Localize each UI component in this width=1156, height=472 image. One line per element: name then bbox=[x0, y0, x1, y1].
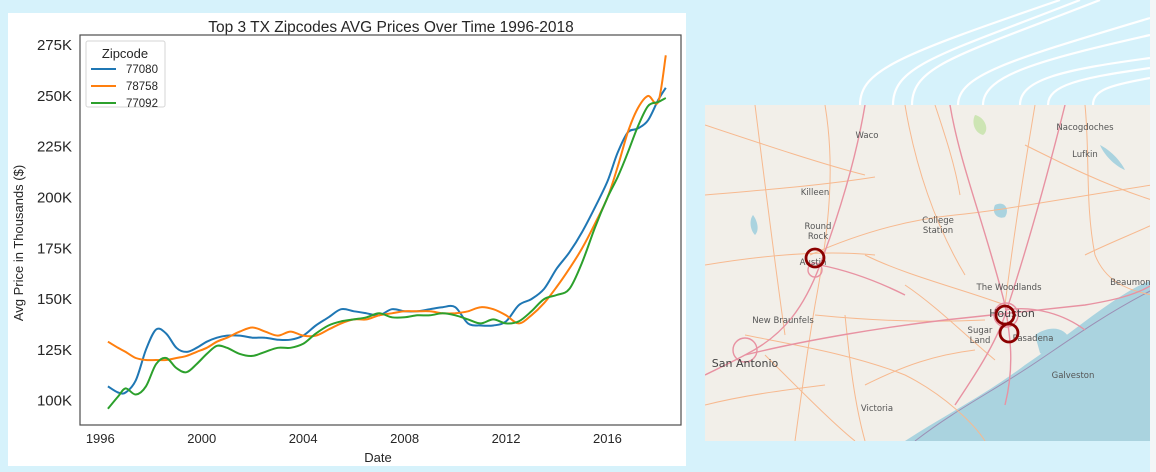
coastline-line bbox=[914, 289, 1152, 441]
map-city-label: Pasadena bbox=[1013, 334, 1054, 344]
map-city-label: Round bbox=[805, 222, 832, 232]
map-city-label: Austin bbox=[800, 258, 827, 268]
map-marker-houston-77092[interactable] bbox=[998, 322, 1020, 344]
x-tick-label: 2004 bbox=[289, 431, 318, 446]
y-tick-labels: 100K 125K 150K 175K 200K 225K 250K 275K bbox=[37, 37, 72, 409]
y-tick-label: 175K bbox=[37, 240, 72, 257]
legend-box bbox=[85, 40, 166, 108]
map-city-label: New Braunfels bbox=[752, 316, 814, 326]
legend-label-77092: 77092 bbox=[126, 98, 158, 110]
x-tick-label: 2012 bbox=[492, 431, 521, 446]
y-tick-label: 225K bbox=[37, 139, 72, 156]
legend-title: Zipcode bbox=[102, 46, 148, 61]
chart-title: Top 3 TX Zipcodes AVG Prices Over Time 1… bbox=[208, 19, 574, 36]
map-city-label: College bbox=[922, 216, 954, 226]
y-tick-label: 150K bbox=[37, 291, 72, 308]
x-axis-label: Date bbox=[364, 450, 391, 465]
map-city-label: Rock bbox=[808, 232, 828, 242]
map-city-label: Galveston bbox=[1052, 371, 1095, 381]
x-tick-label: 2016 bbox=[593, 431, 622, 446]
x-tick-label: 2008 bbox=[390, 431, 419, 446]
park bbox=[973, 115, 987, 135]
map-city-label: Beaumont bbox=[1110, 278, 1152, 288]
map-city-label: Sugar bbox=[968, 326, 993, 336]
lake bbox=[1100, 145, 1125, 170]
legend-label-78758: 78758 bbox=[126, 81, 158, 93]
legend: Zipcode 77080 78758 77092 bbox=[85, 40, 166, 110]
x-tick-labels: 1996 2000 2004 2008 2012 2016 bbox=[86, 431, 622, 446]
map-city-label: Victoria bbox=[861, 404, 893, 414]
legend-label-77080: 77080 bbox=[126, 64, 158, 76]
x-tick-label: 1996 bbox=[86, 431, 115, 446]
chart-panel: Top 3 TX Zipcodes AVG Prices Over Time 1… bbox=[8, 13, 686, 466]
map-city-label: Houston bbox=[989, 307, 1035, 320]
map-marker-austin[interactable] bbox=[804, 247, 826, 269]
lake bbox=[993, 203, 1007, 218]
map-city-label: Land bbox=[970, 336, 991, 346]
map-city-label: Nacogdoches bbox=[1056, 123, 1114, 133]
series-line-77080 bbox=[107, 87, 667, 395]
highway-i10 bbox=[744, 284, 1152, 356]
y-tick-label: 250K bbox=[37, 88, 72, 105]
map-city-label: San Antonio bbox=[712, 357, 779, 370]
map-city-label: Killeen bbox=[801, 188, 830, 198]
texas-map[interactable]: Waco Nacogdoches Lufkin Killeen Round Rock Col… bbox=[705, 105, 1152, 441]
highway-i45 bbox=[949, 105, 1012, 406]
plot-area-frame bbox=[79, 34, 682, 426]
series-line-77092 bbox=[107, 97, 667, 410]
map-city-label: Waco bbox=[856, 131, 879, 141]
map-city-label: Lufkin bbox=[1072, 150, 1098, 160]
gulf-of-mexico bbox=[905, 280, 1152, 441]
y-tick-label: 100K bbox=[37, 393, 72, 410]
map-city-label: Station bbox=[923, 226, 953, 236]
x-tick-label: 2000 bbox=[187, 431, 216, 446]
line-chart: Top 3 TX Zipcodes AVG Prices Over Time 1… bbox=[11, 19, 682, 465]
lake bbox=[750, 215, 758, 235]
scrollbar-edge bbox=[1150, 0, 1156, 472]
highway-i35 bbox=[705, 105, 866, 376]
series-line-78758 bbox=[107, 55, 667, 362]
map-city-label: The Woodlands bbox=[976, 283, 1043, 293]
y-tick-label: 200K bbox=[37, 190, 72, 207]
galveston-bay bbox=[1035, 328, 1070, 357]
y-tick-label: 275K bbox=[37, 37, 72, 54]
y-axis-label: Avg Price in Thousands ($) bbox=[11, 165, 26, 321]
y-tick-label: 125K bbox=[37, 342, 72, 359]
series-lines bbox=[107, 55, 667, 410]
